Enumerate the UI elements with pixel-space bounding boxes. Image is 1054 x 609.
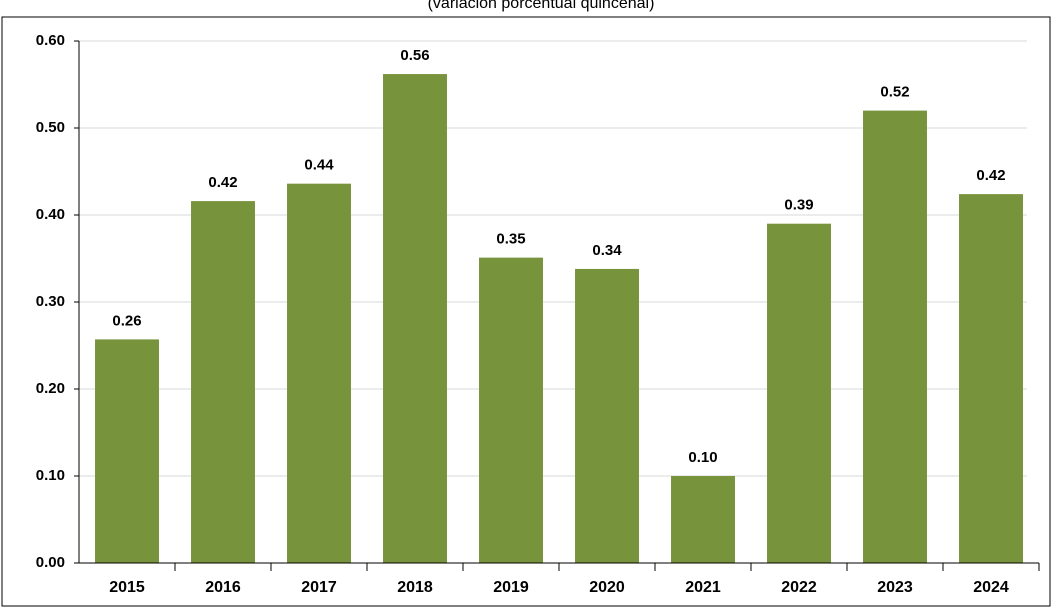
x-tick-label: 2017 (301, 579, 337, 596)
chart-frame (1, 16, 1051, 607)
bar (479, 257, 543, 563)
x-tick-label: 2018 (397, 579, 433, 596)
y-tick-label: 0.30 (36, 293, 65, 310)
data-label: 0.10 (688, 449, 717, 466)
data-label: 0.35 (496, 231, 525, 248)
y-tick-label: 0.10 (36, 467, 65, 484)
x-tick-label: 2016 (205, 579, 241, 596)
bar (287, 183, 351, 563)
bar (863, 110, 927, 563)
y-tick-label: 0.60 (36, 32, 65, 49)
bar (95, 339, 159, 563)
x-tick-label: 2015 (109, 579, 145, 596)
y-tick-label: 0.40 (36, 206, 65, 223)
data-label: 0.39 (784, 197, 813, 214)
y-tick-label: 0.00 (36, 554, 65, 571)
x-tick-label: 2022 (781, 579, 817, 596)
x-tick-label: 2019 (493, 579, 529, 596)
data-label: 0.26 (112, 312, 141, 329)
data-label: 0.52 (880, 84, 909, 101)
data-label: 0.56 (400, 47, 429, 64)
data-label: 0.44 (304, 157, 334, 174)
bar (383, 74, 447, 563)
data-label: 0.34 (592, 242, 622, 259)
bar (191, 201, 255, 563)
data-label: 0.42 (976, 167, 1005, 184)
x-tick-label: 2024 (973, 579, 1009, 596)
x-tick-label: 2020 (589, 579, 625, 596)
bar (767, 223, 831, 563)
x-tick-label: 2023 (877, 579, 913, 596)
chart-subtitle: (variación porcentual quincenal) (428, 0, 655, 12)
x-tick-label: 2021 (685, 579, 721, 596)
bar (959, 194, 1023, 563)
data-label: 0.42 (208, 174, 237, 191)
bar (671, 476, 735, 563)
bar (575, 268, 639, 563)
y-tick-label: 0.50 (36, 119, 65, 136)
y-tick-label: 0.20 (36, 380, 65, 397)
